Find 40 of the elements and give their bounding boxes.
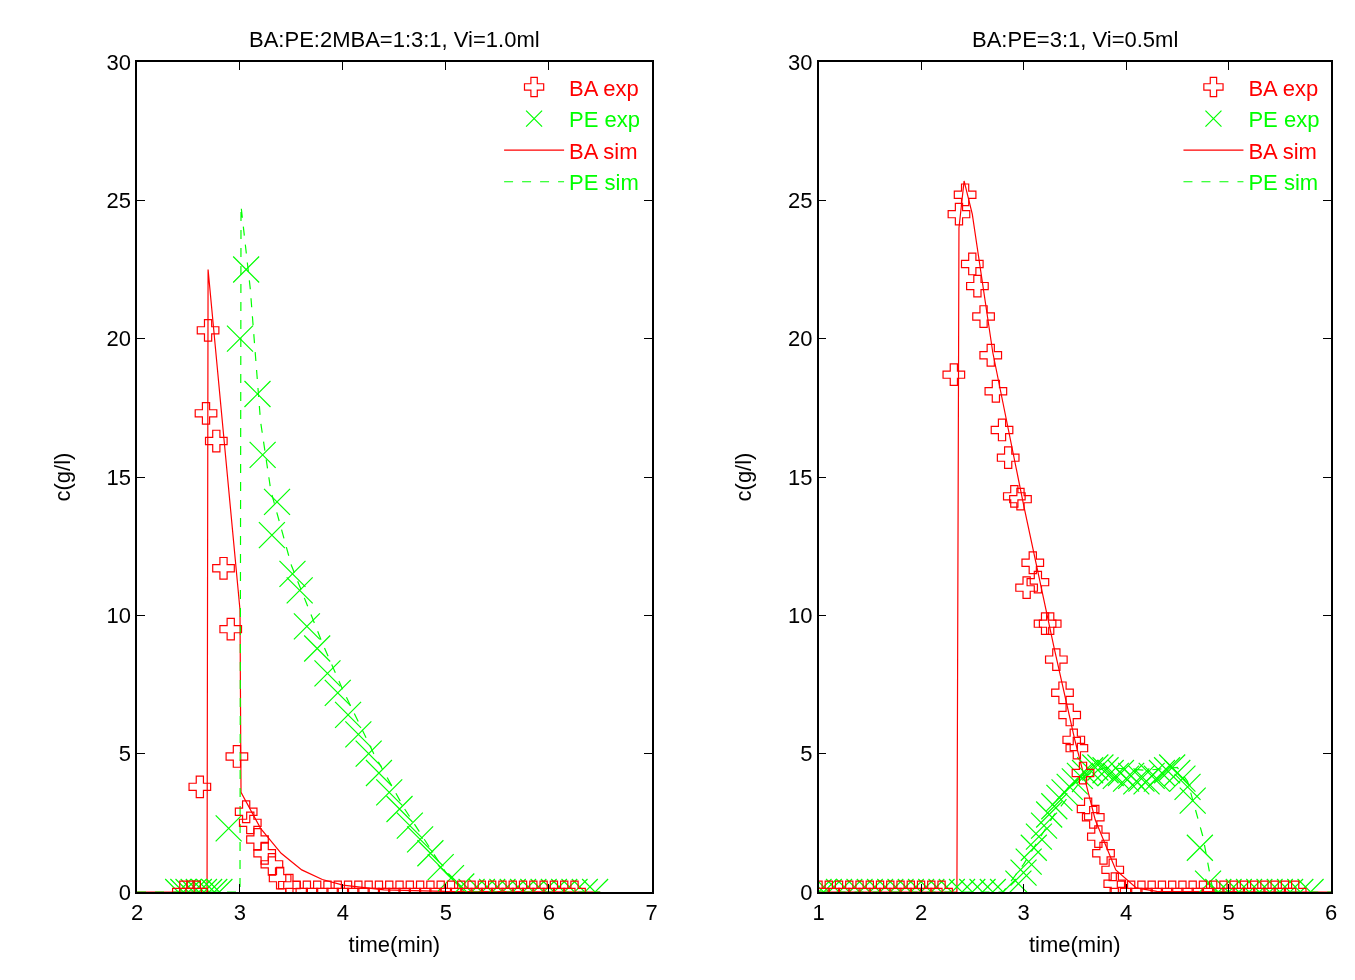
- legend-label: BA sim: [1248, 138, 1317, 164]
- y-tick-label: 10: [787, 603, 813, 629]
- x-tick-label: 2: [914, 900, 928, 926]
- y-tick-label: 30: [106, 49, 131, 75]
- y-tick-label: 20: [106, 326, 131, 352]
- x-tick-label: 3: [233, 900, 247, 926]
- y-tick-label: 10: [106, 603, 131, 629]
- y-tick-label: 20: [787, 326, 813, 352]
- y-tick-label: 30: [787, 49, 813, 75]
- x-tick-label: 6: [1324, 900, 1338, 926]
- x-axis-title: time(min): [348, 931, 441, 957]
- x-tick-label: 4: [1119, 900, 1133, 926]
- x-tick-label: 4: [336, 900, 350, 926]
- y-tick-label: 15: [787, 464, 813, 490]
- chart-title: BA:PE:2MBA=1:3:1, Vi=1.0ml: [249, 27, 540, 52]
- y-tick-label: 0: [118, 879, 131, 905]
- x-tick-label: 7: [645, 900, 658, 926]
- x-tick-label: 5: [439, 900, 452, 926]
- y-tick-label: 5: [800, 741, 813, 767]
- y-tick-label: 25: [787, 188, 813, 214]
- legend-label: BA exp: [1248, 75, 1319, 101]
- y-tick-label: 15: [106, 464, 131, 490]
- y-tick-label: 5: [118, 741, 131, 767]
- x-tick-label: 3: [1017, 900, 1030, 926]
- x-axis-title: time(min): [1028, 931, 1121, 957]
- chart-title: BA:PE=3:1, Vi=0.5ml: [972, 27, 1179, 52]
- legend-label: BA sim: [569, 138, 638, 164]
- x-tick-label: 1: [812, 900, 825, 926]
- legend-label: PE sim: [569, 170, 639, 196]
- legend-label: PE exp: [569, 107, 641, 133]
- y-axis-title: c(g/l): [49, 452, 75, 502]
- legend-label: BA exp: [569, 75, 639, 101]
- legend-label: PE sim: [1248, 170, 1319, 196]
- x-tick-label: 2: [130, 900, 144, 926]
- x-tick-label: 5: [1222, 900, 1235, 926]
- legend-label: PE exp: [1248, 107, 1320, 133]
- x-tick-label: 6: [542, 900, 555, 926]
- y-axis-title: c(g/l): [731, 452, 757, 502]
- y-tick-label: 0: [800, 879, 813, 905]
- y-tick-label: 25: [106, 188, 131, 214]
